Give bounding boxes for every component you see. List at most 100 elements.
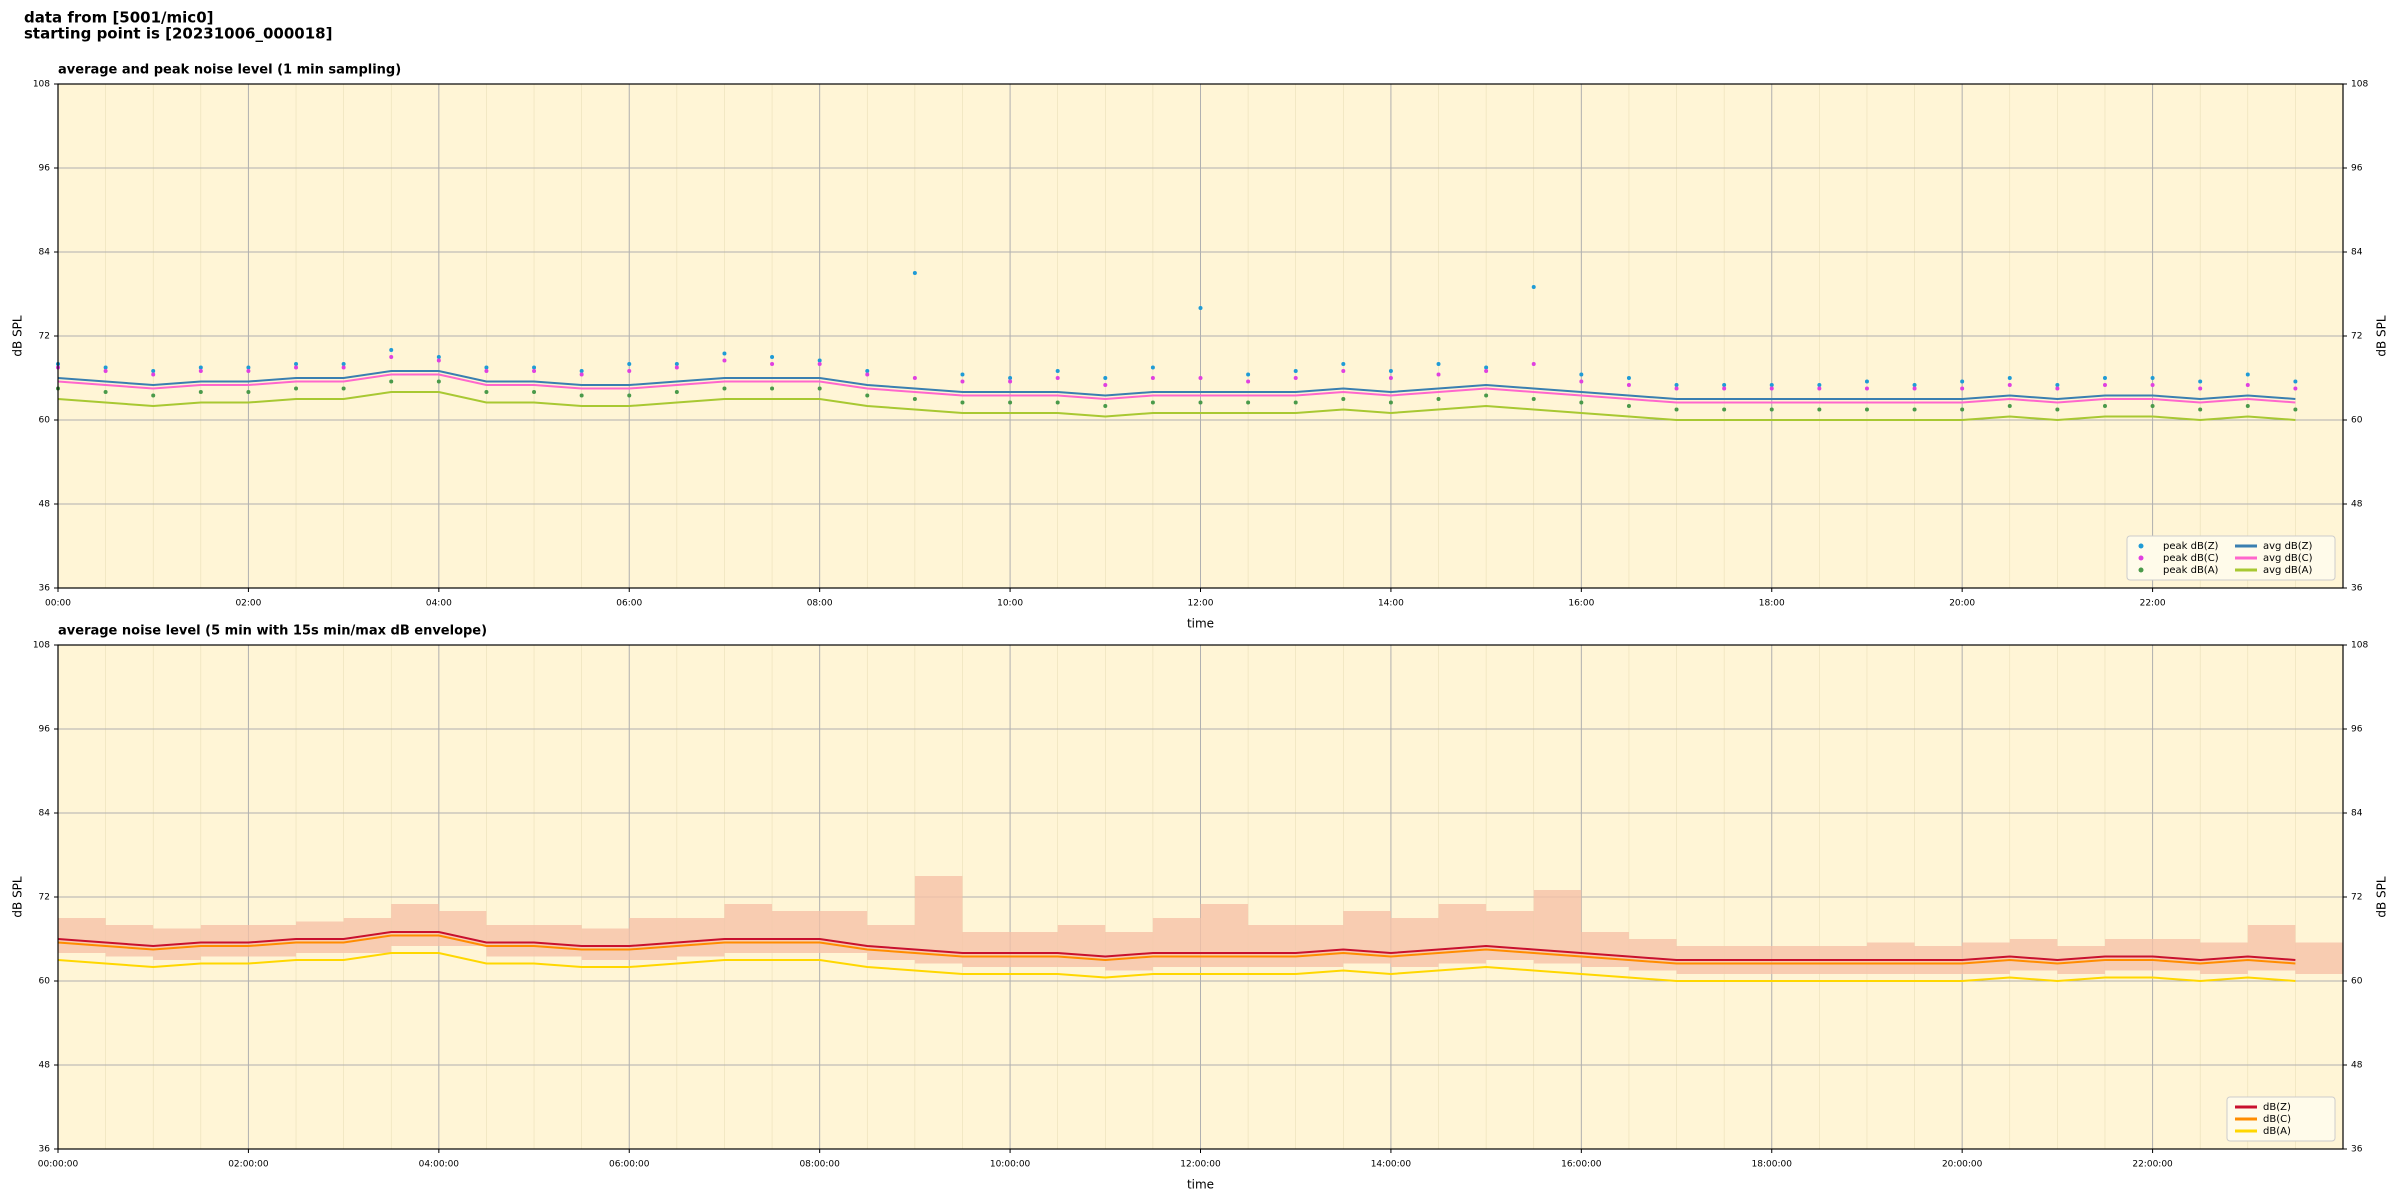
legend-swatch — [2138, 543, 2144, 549]
peak-point — [1055, 400, 1060, 405]
x-axis-label: time — [1187, 1178, 1214, 1192]
peak-point — [103, 390, 108, 394]
peak-point — [2102, 383, 2107, 387]
peak-point — [484, 369, 489, 373]
y-tick-label: 60 — [39, 977, 51, 987]
y-tick-label: 96 — [39, 164, 51, 174]
peak-point — [2293, 407, 2298, 412]
peak-point — [1817, 383, 1822, 387]
y-tick-label: 48 — [2351, 500, 2363, 510]
peak-point — [1674, 383, 1679, 387]
peak-point — [1055, 369, 1060, 373]
peak-point — [1626, 404, 1631, 408]
legend-swatch — [2138, 567, 2144, 573]
x-tick-label: 10:00 — [997, 599, 1023, 609]
peak-point — [2293, 379, 2298, 384]
y-tick-label: 48 — [2351, 1061, 2363, 1071]
peak-point — [627, 362, 632, 366]
peak-point — [865, 393, 870, 398]
y-tick-label: 96 — [2351, 725, 2363, 735]
x-tick-label: 06:00 — [616, 599, 642, 609]
y-tick-label: 72 — [2351, 893, 2362, 903]
header-line: starting point is [20231006_000018] — [24, 25, 332, 43]
peak-point — [817, 386, 822, 391]
legend-label: peak dB(A) — [2163, 565, 2219, 576]
y-tick-label: 84 — [39, 809, 51, 819]
y-tick-label: 60 — [2351, 977, 2363, 987]
series-line — [57, 373, 2296, 404]
x-tick-label: 10:00:00 — [990, 1160, 1031, 1170]
peak-point — [2198, 379, 2203, 384]
peak-point — [1484, 369, 1489, 373]
peak-point — [1388, 369, 1393, 373]
envelope — [581, 928, 630, 960]
peak-point — [2102, 376, 2107, 380]
x-tick-label: 08:00 — [807, 599, 833, 609]
peak-point — [151, 369, 156, 373]
y-tick-label: 108 — [2351, 641, 2368, 651]
x-tick-label: 04:00 — [426, 599, 452, 609]
peak-point — [436, 358, 441, 363]
envelope — [296, 921, 344, 953]
y-tick-label: 96 — [39, 725, 51, 735]
peak-point — [1103, 404, 1108, 408]
peak-point — [1864, 379, 1869, 384]
peak-point — [1912, 383, 1917, 387]
envelope — [1105, 932, 1153, 971]
peak-point — [2055, 383, 2060, 387]
envelope — [629, 918, 677, 960]
envelope — [1438, 904, 1487, 964]
peak-point — [674, 362, 679, 366]
peak-point — [1436, 397, 1441, 401]
peak-point — [2007, 404, 2012, 408]
peak-point — [1436, 372, 1441, 377]
peak-point — [1531, 285, 1536, 289]
peak-point — [960, 379, 965, 384]
peak-point — [770, 355, 775, 359]
peak-point — [1960, 407, 1965, 412]
envelope — [867, 925, 915, 960]
y-tick-label: 36 — [39, 1145, 51, 1155]
peak-point — [1150, 376, 1155, 380]
y-tick-label: 84 — [39, 248, 51, 258]
x-tick-label: 16:00 — [1568, 599, 1594, 609]
peak-point — [1341, 369, 1346, 373]
peak-point — [2245, 383, 2250, 387]
peak-point — [103, 369, 108, 373]
envelope — [962, 932, 1011, 967]
peak-point — [151, 372, 156, 377]
y-axis-label: dB SPL — [11, 315, 25, 357]
peak-point — [627, 393, 632, 398]
peak-point — [1388, 376, 1393, 380]
peak-point — [1246, 379, 1251, 384]
envelope — [534, 925, 582, 957]
plot-frame — [57, 644, 2344, 1150]
y-tick-label: 36 — [39, 584, 51, 594]
envelope — [1295, 925, 1344, 967]
peak-point — [436, 379, 441, 384]
peak-point — [103, 365, 108, 370]
peak-point — [484, 390, 489, 394]
peak-point — [341, 386, 346, 391]
envelope — [1152, 918, 1201, 967]
peak-point — [532, 365, 537, 370]
y-axis-label: dB SPL — [2375, 876, 2389, 918]
x-tick-label: 06:00:00 — [609, 1160, 650, 1170]
x-tick-label: 16:00:00 — [1561, 1160, 1602, 1170]
y-axis-label: dB SPL — [2375, 315, 2389, 357]
peak-point — [722, 358, 727, 363]
header-line: data from [5001/mic0] — [24, 9, 214, 27]
peak-point — [579, 393, 584, 398]
peak-point — [2055, 407, 2060, 412]
envelope — [2104, 939, 2153, 971]
peak-point — [2007, 383, 2012, 387]
peak-point — [294, 386, 299, 391]
peak-point — [2150, 383, 2155, 387]
peak-point — [2245, 404, 2250, 408]
peak-point — [1246, 372, 1251, 377]
peak-point — [389, 355, 394, 359]
peak-point — [722, 386, 727, 391]
y-tick-label: 72 — [39, 332, 50, 342]
legend-label: dB(C) — [2263, 1114, 2291, 1125]
peak-point — [1864, 386, 1869, 391]
